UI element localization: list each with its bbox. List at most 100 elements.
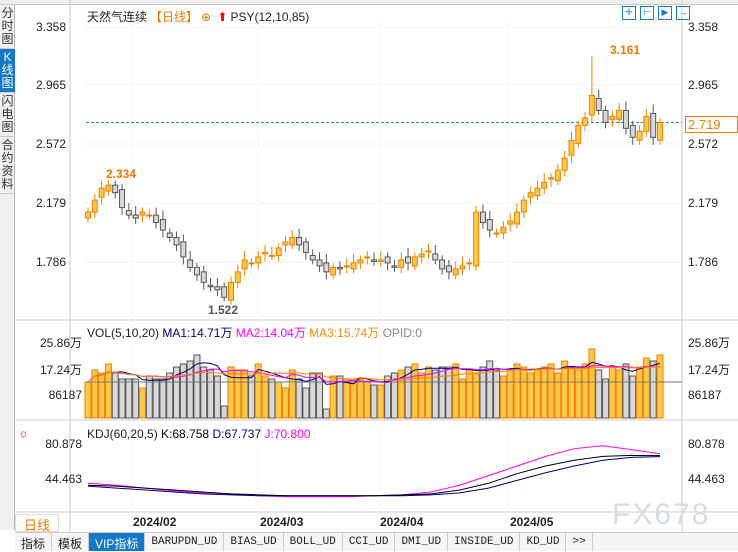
volume-bar bbox=[247, 375, 255, 419]
volume-bar bbox=[533, 369, 541, 419]
candle-down bbox=[296, 236, 303, 246]
tab-kline[interactable]: K线图 bbox=[0, 49, 15, 93]
tab-template[interactable]: 模板 bbox=[52, 533, 90, 551]
period-button[interactable]: 日线 ▲ bbox=[15, 514, 59, 549]
candle-down bbox=[602, 109, 609, 123]
tab-boll[interactable]: BOLL_UD bbox=[284, 533, 343, 551]
kdj-k: K:68.758 bbox=[161, 427, 210, 441]
candle-up bbox=[616, 109, 623, 120]
volume-bar bbox=[629, 375, 637, 419]
volume-bar bbox=[520, 366, 528, 419]
bottom-tab-bar: 指标 模板 VIP指标 BARUPDN_UD BIAS_UD BOLL_UD C… bbox=[15, 532, 738, 551]
crosshair-icon[interactable]: ✛ bbox=[622, 6, 636, 20]
low-label: 1.522 bbox=[208, 303, 239, 317]
indicator-label: PSY(12,10,85) bbox=[230, 10, 310, 24]
candle-up bbox=[343, 265, 350, 268]
date-tick: 2024/04 bbox=[380, 515, 424, 529]
volume-bar bbox=[615, 369, 623, 419]
volume-bar bbox=[118, 378, 126, 419]
play-icon[interactable]: ▶ bbox=[658, 6, 672, 20]
volume-bar bbox=[309, 372, 317, 419]
tab-vip-indicator[interactable]: VIP指标 bbox=[89, 533, 146, 551]
price-tick-right: 2.572 bbox=[688, 137, 719, 151]
candle-down bbox=[486, 219, 493, 231]
volume-bar bbox=[656, 354, 664, 419]
settings-sun-icon[interactable]: ☼ bbox=[18, 426, 29, 440]
current-price-box: 2.719 bbox=[685, 116, 738, 133]
volume-bar bbox=[642, 357, 650, 419]
volume-bar bbox=[370, 384, 378, 419]
tab-kd[interactable]: KD_UD bbox=[520, 533, 567, 551]
volume-bar bbox=[98, 372, 106, 419]
tab-barupdn[interactable]: BARUPDN_UD bbox=[145, 533, 225, 551]
candle-down bbox=[119, 189, 126, 209]
volume-bar bbox=[649, 360, 657, 419]
tab-dmi[interactable]: DMI_UD bbox=[395, 533, 449, 551]
volume-bar bbox=[125, 378, 133, 419]
vol-ma1: MA1:14.71万 bbox=[162, 326, 233, 340]
vol-opid: OPID:0 bbox=[382, 326, 422, 340]
candle-down bbox=[125, 210, 132, 216]
volume-bar bbox=[404, 366, 412, 419]
top-strip bbox=[0, 0, 738, 5]
volume-bar bbox=[193, 354, 201, 419]
vol-title: VOL(5,10,20) bbox=[87, 326, 160, 340]
volume-bar bbox=[493, 369, 501, 419]
volume-bar bbox=[275, 381, 283, 419]
volume-bar bbox=[186, 360, 194, 419]
chart-header: 天然气连续 【日线】 ⊕ ⬆ PSY(12,10,85) bbox=[87, 8, 312, 25]
vol-tick-right: 17.24万 bbox=[688, 363, 731, 377]
tab-inside[interactable]: INSIDE_UD bbox=[448, 533, 521, 551]
volume-bar bbox=[397, 369, 405, 419]
volume-bar bbox=[390, 372, 398, 419]
volume-bar bbox=[200, 366, 208, 419]
candle-down bbox=[309, 254, 316, 261]
volume-bar bbox=[363, 381, 371, 419]
candle-down bbox=[316, 259, 323, 267]
candle-up bbox=[514, 211, 520, 225]
candle-up bbox=[657, 121, 663, 141]
candle-up bbox=[568, 139, 575, 156]
volume-bar bbox=[302, 387, 310, 419]
volume-bar bbox=[561, 360, 569, 419]
volume-bar bbox=[111, 372, 119, 419]
vol-tick-right: 86187 bbox=[688, 388, 722, 402]
start-high-label: 2.334 bbox=[106, 167, 137, 181]
tab-timeshare[interactable]: 分时图 bbox=[0, 5, 15, 49]
volume-legend: VOL(5,10,20) MA1:14.71万 MA2:14.04万 MA3:1… bbox=[87, 324, 422, 341]
candle-up bbox=[350, 262, 357, 270]
kdj-title: KDJ(60,20,5) bbox=[87, 427, 158, 441]
volume-bar bbox=[104, 363, 112, 419]
kdj-tick: 44.463 bbox=[45, 472, 82, 486]
candle-up bbox=[268, 254, 275, 257]
tab-cci[interactable]: CCI_UD bbox=[343, 533, 396, 551]
candle-down bbox=[180, 241, 187, 258]
tab-flash[interactable]: 闪电图 bbox=[0, 93, 15, 137]
candle-down bbox=[132, 214, 139, 219]
volume-bar bbox=[336, 375, 344, 419]
tab-more[interactable]: >> bbox=[566, 533, 593, 551]
price-tick-right: 2.965 bbox=[688, 78, 719, 92]
candle-down bbox=[193, 266, 200, 276]
move-right-icon[interactable]: → bbox=[676, 6, 690, 20]
candle-down bbox=[153, 214, 160, 224]
price-tick: 2.572 bbox=[35, 137, 66, 151]
tab-contract-info[interactable]: 合约资料 bbox=[0, 137, 15, 194]
price-tick: 3.358 bbox=[35, 20, 66, 34]
tab-indicator[interactable]: 指标 bbox=[15, 533, 53, 551]
sidebar: 分时图 K线图 闪电图 合约资料 bbox=[0, 5, 15, 530]
candle-down bbox=[159, 219, 166, 231]
candle-down bbox=[173, 236, 180, 246]
range-icon[interactable]: ⊢ bbox=[640, 6, 654, 20]
volume-bar bbox=[602, 378, 610, 419]
add-icon[interactable]: ⊕ bbox=[201, 10, 212, 24]
candle-down bbox=[445, 265, 452, 273]
volume-bar bbox=[588, 348, 596, 419]
volume-bar bbox=[479, 366, 487, 419]
kdj-j-line bbox=[87, 445, 661, 498]
volume-bar bbox=[207, 369, 215, 419]
tab-bias[interactable]: BIAS_UD bbox=[224, 533, 284, 551]
candle-down bbox=[439, 259, 446, 270]
candle-up bbox=[377, 259, 384, 262]
